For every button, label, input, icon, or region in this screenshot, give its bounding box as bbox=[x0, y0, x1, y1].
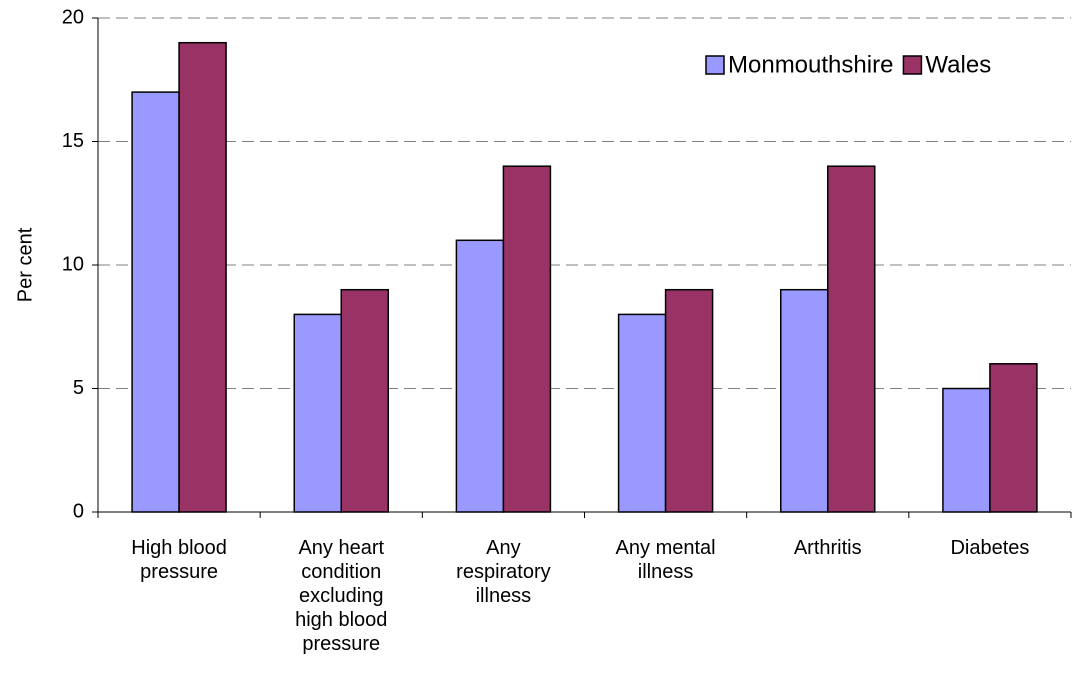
x-tick-label: Any respiratory illness bbox=[456, 537, 551, 607]
bar bbox=[178, 41, 227, 513]
bar bbox=[455, 239, 505, 513]
y-tick-label: 0 bbox=[73, 500, 84, 522]
bar bbox=[989, 363, 1038, 513]
y-tick-label: 5 bbox=[73, 377, 84, 399]
bar bbox=[617, 313, 667, 513]
x-tick-label: Diabetes bbox=[950, 537, 1030, 559]
y-tick-label: 10 bbox=[62, 253, 84, 275]
x-tick-label: Any heart condition excluding high blood… bbox=[295, 537, 388, 655]
bar bbox=[827, 165, 876, 513]
y-tick-label: 20 bbox=[62, 6, 84, 28]
bar bbox=[780, 288, 829, 513]
bar bbox=[293, 313, 342, 513]
bar bbox=[131, 91, 180, 513]
bar bbox=[942, 387, 991, 513]
legend-label: Monmouthshire bbox=[728, 51, 893, 78]
legend-swatch bbox=[902, 55, 923, 75]
legend-label: Wales bbox=[925, 51, 991, 78]
x-tick-label: High blood pressure bbox=[131, 537, 227, 583]
bar bbox=[340, 288, 389, 513]
y-tick-label: 15 bbox=[62, 130, 84, 152]
bar bbox=[664, 288, 714, 513]
y-axis-label: Per cent bbox=[14, 227, 36, 302]
x-tick-label: Arthritis bbox=[793, 537, 862, 559]
x-tick-label: Any mental illness bbox=[615, 537, 716, 583]
bar bbox=[502, 165, 552, 513]
legend-swatch bbox=[705, 55, 725, 75]
